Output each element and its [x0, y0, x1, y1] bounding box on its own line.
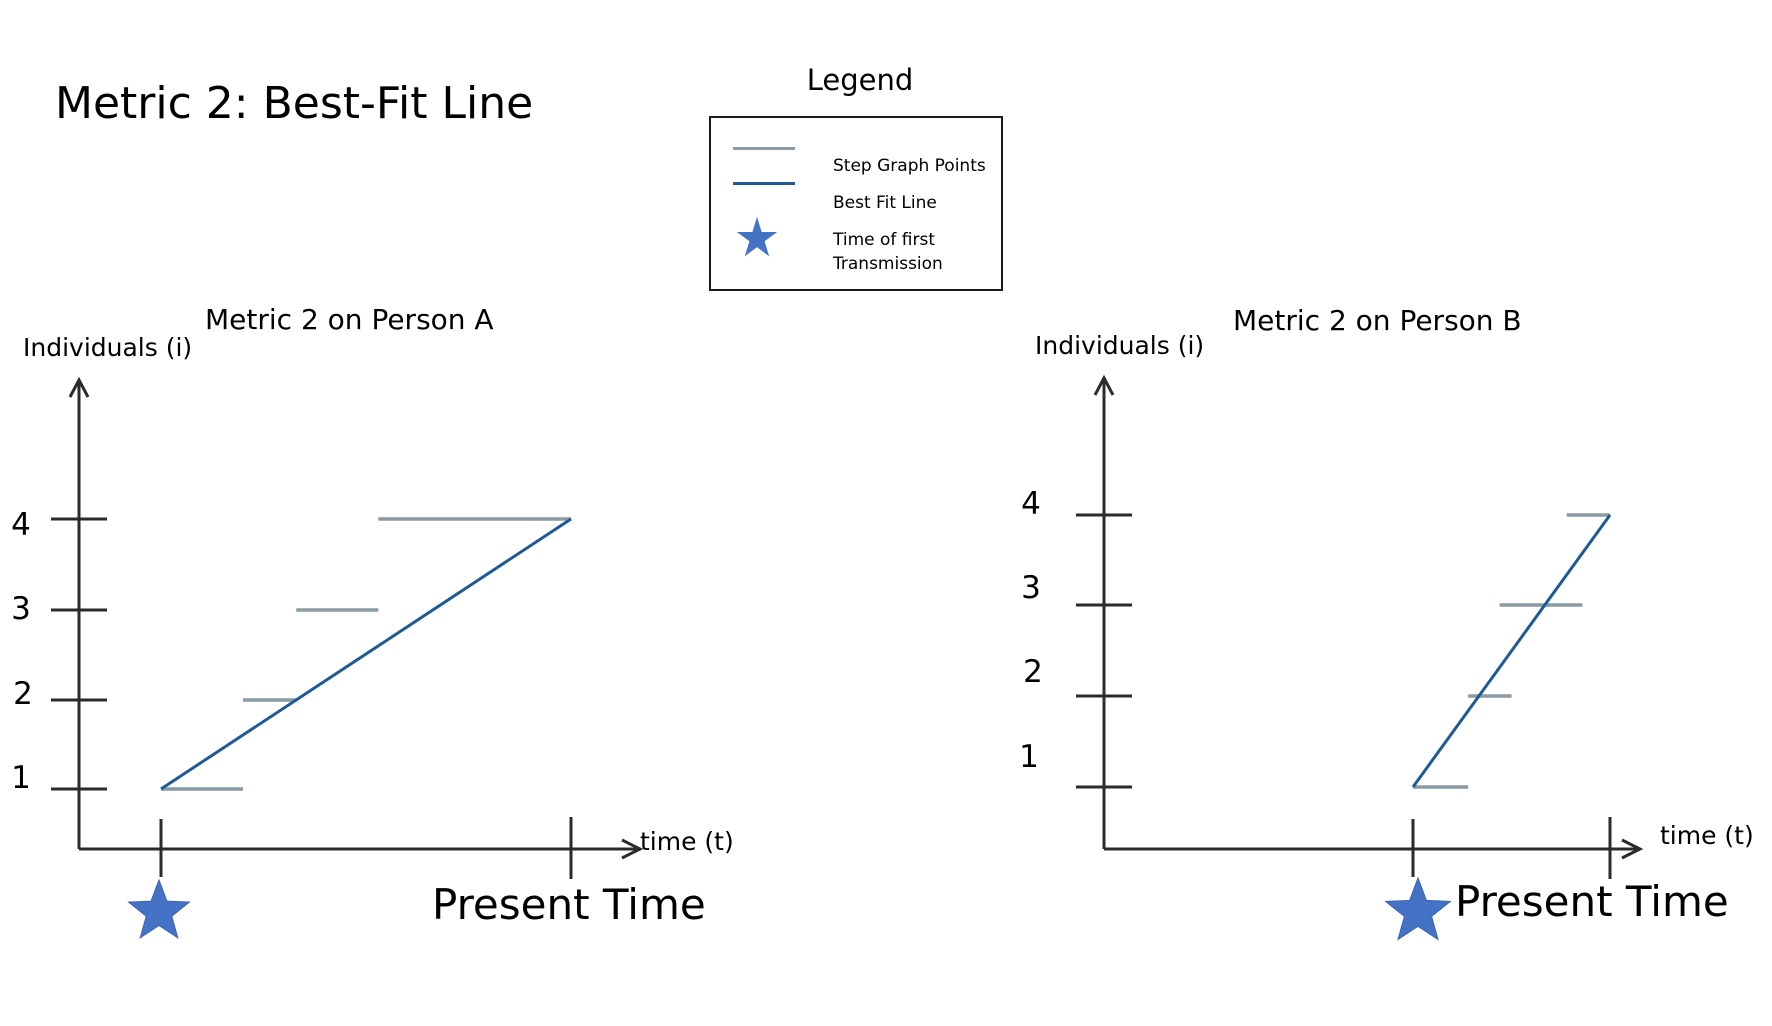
legend-title: Legend	[806, 63, 914, 97]
legend-star-label-line2: Transmission	[833, 254, 943, 274]
chart-a-best-fit-line	[160, 517, 572, 791]
chart-b-ytick-1: 1	[1019, 739, 1039, 775]
chart-a-title: Metric 2 on Person A	[205, 303, 494, 336]
legend-star-icon	[736, 216, 778, 257]
chart-a-first-transmission-star-icon	[127, 878, 191, 940]
chart-b-best-fit-line	[1411, 514, 1612, 788]
chart-b-ylabel: Individuals (i)	[1035, 330, 1204, 362]
chart-b-xlabel: time (t)	[1660, 821, 1754, 850]
chart-a-ytick-3: 3	[11, 591, 31, 627]
legend-star-label-line1: Time of first	[833, 230, 936, 250]
chart-a-ytick-4: 4	[11, 507, 31, 543]
legend-bestfit-swatch	[733, 182, 795, 185]
page-title: Metric 2: Best-Fit Line	[55, 78, 534, 129]
chart-b-title: Metric 2 on Person B	[1233, 304, 1522, 337]
chart-a-xlabel: time (t)	[640, 827, 734, 856]
chart-b-x-arrow	[1621, 838, 1644, 860]
chart-b-present-label: Present Time	[1455, 877, 1729, 926]
chart-a-ytick-1: 1	[11, 760, 31, 796]
chart-a-ytick-2: 2	[13, 676, 33, 712]
chart-b-ytick-2: 2	[1023, 654, 1043, 690]
chart-b-first-transmission-star-icon	[1384, 876, 1452, 941]
chart-a-ylabel: Individuals (i)	[23, 332, 192, 364]
chart-b-ytick-4: 4	[1021, 486, 1041, 522]
legend-star-shape	[736, 216, 778, 257]
legend-bestfit-label: Best Fit Line	[833, 193, 937, 213]
chart-a-present-label: Present Time	[432, 880, 706, 929]
legend: Step Graph Points Best Fit Line Time of …	[709, 116, 1003, 291]
legend-step-swatch	[733, 147, 795, 150]
chart-b-ytick-3: 3	[1021, 570, 1041, 606]
legend-step-label: Step Graph Points	[833, 156, 986, 176]
chart-a-y-arrow	[68, 376, 90, 398]
chart-b-ylabel-text: Individuals (i)	[1035, 331, 1205, 360]
chart-b-y-arrow	[1093, 374, 1115, 396]
chart-a-ylabel-text: Individuals (i)	[23, 333, 193, 362]
chart-a-x-arrow	[621, 838, 644, 860]
